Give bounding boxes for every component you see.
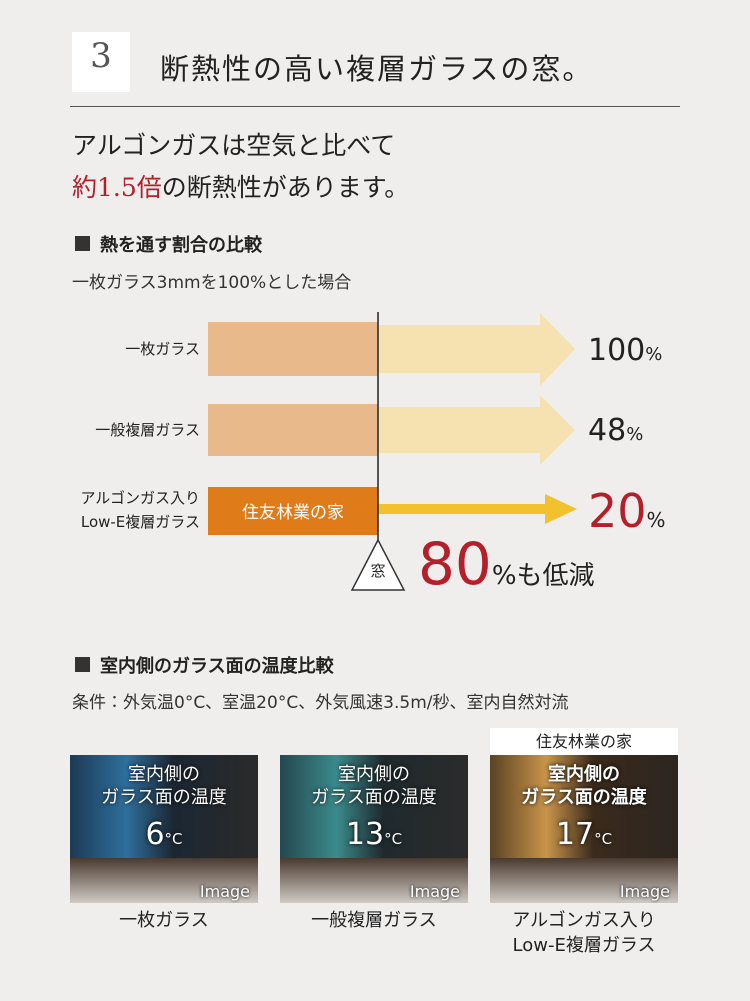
floor <box>490 858 678 903</box>
image-tag: Image <box>619 882 670 901</box>
caption-line: アルゴンガス入り <box>512 910 656 931</box>
section-title: 室内側のガラス面の温度比較 <box>100 656 334 677</box>
unit: % <box>626 424 644 445</box>
row-label: 一枚ガラス <box>125 337 200 361</box>
bar <box>208 487 378 535</box>
arrow <box>378 313 575 386</box>
unit: °C <box>164 830 183 848</box>
reduction-text: も低減 <box>516 561 595 591</box>
number-box <box>72 32 130 92</box>
comparison-graphic <box>208 312 577 591</box>
overlay: 室内側の ガラス面の温度 <box>280 763 468 809</box>
room-image: 室内側の ガラス面の温度 13°C Image <box>280 755 468 903</box>
overlay-line: ガラス面の温度 <box>311 787 437 808</box>
bullet <box>75 236 90 251</box>
image-tag: Image <box>409 882 460 901</box>
floor <box>70 858 258 903</box>
overlay: 室内側の ガラス面の温度 <box>70 763 258 809</box>
unit: % <box>491 561 517 591</box>
row-label: 一般複層ガラス <box>95 418 200 442</box>
caption: アルゴンガス入り Low-E複層ガラス <box>490 908 678 958</box>
label-line: 一枚ガラス <box>125 340 200 358</box>
unit: % <box>645 344 663 365</box>
arrow <box>378 494 577 524</box>
value-number: 48 <box>588 413 627 448</box>
bar <box>208 404 378 456</box>
window-label: 窓 <box>370 562 386 580</box>
caption-line: Low-E複層ガラス <box>512 935 656 956</box>
unit: °C <box>384 830 403 848</box>
overlay-line: 室内側の <box>548 764 620 785</box>
overlay-line: 室内側の <box>128 764 200 785</box>
value: 20% <box>588 484 666 538</box>
bullet <box>75 657 90 672</box>
caption-line: 一般複層ガラス <box>311 910 437 931</box>
label-line: アルゴンガス入り <box>80 489 200 507</box>
conditions: 条件：外気温0°C、室温20°C、外気風速3.5m/秒、室内自然対流 <box>72 693 569 713</box>
arrow <box>378 395 575 465</box>
room-image: 室内側の ガラス面の温度 17°C Image <box>490 755 678 903</box>
overlay: 室内側の ガラス面の温度 <box>490 763 678 809</box>
reduction: 80%も低減 <box>418 530 595 598</box>
rule <box>70 106 680 107</box>
section-number: 3 <box>90 36 112 76</box>
temperature-number: 13 <box>345 817 385 852</box>
label-line: 一般複層ガラス <box>95 421 200 439</box>
bar <box>208 322 378 376</box>
temperature: 13°C <box>280 817 468 852</box>
value: 100% <box>588 333 662 368</box>
overlay-line: 室内側の <box>338 764 410 785</box>
caption-line: 一枚ガラス <box>119 910 209 931</box>
temperature: 17°C <box>490 817 678 852</box>
room-image: 室内側の ガラス面の温度 6°C Image <box>70 755 258 903</box>
overlay-line: ガラス面の温度 <box>101 787 227 808</box>
label-line: Low-E複層ガラス <box>80 513 200 531</box>
window-triangle <box>350 538 406 591</box>
value-number: 100 <box>588 333 646 368</box>
lead-line: アルゴンガスは空気と比べて <box>72 131 396 160</box>
highlight: 約1.5倍 <box>72 173 162 202</box>
temperature-number: 17 <box>555 817 595 852</box>
caption: 一般複層ガラス <box>280 908 468 933</box>
note: 一枚ガラス3mmを100%とした場合 <box>72 273 352 293</box>
badge: 住友林業の家 <box>490 728 678 755</box>
temperature: 6°C <box>70 817 258 852</box>
lead-text: の断熱性があります。 <box>161 173 410 202</box>
lead-line: 約1.5倍の断熱性があります。 <box>72 168 409 204</box>
overlay-line: ガラス面の温度 <box>521 787 647 808</box>
value-number: 20 <box>588 484 647 538</box>
row-label: アルゴンガス入り Low-E複層ガラス <box>80 486 200 534</box>
floor <box>280 858 468 903</box>
badge: 住友林業の家 <box>242 503 344 523</box>
title: 断熱性の高い複層ガラスの窓。 <box>160 52 594 86</box>
temperature-number: 6 <box>145 817 165 852</box>
reduction-number: 80 <box>418 530 492 598</box>
unit: °C <box>594 830 613 848</box>
section-title: 熱を通す割合の比較 <box>100 235 262 256</box>
unit: % <box>646 508 666 532</box>
image-tag: Image <box>199 882 250 901</box>
value: 48% <box>588 413 643 448</box>
caption: 一枚ガラス <box>70 908 258 933</box>
